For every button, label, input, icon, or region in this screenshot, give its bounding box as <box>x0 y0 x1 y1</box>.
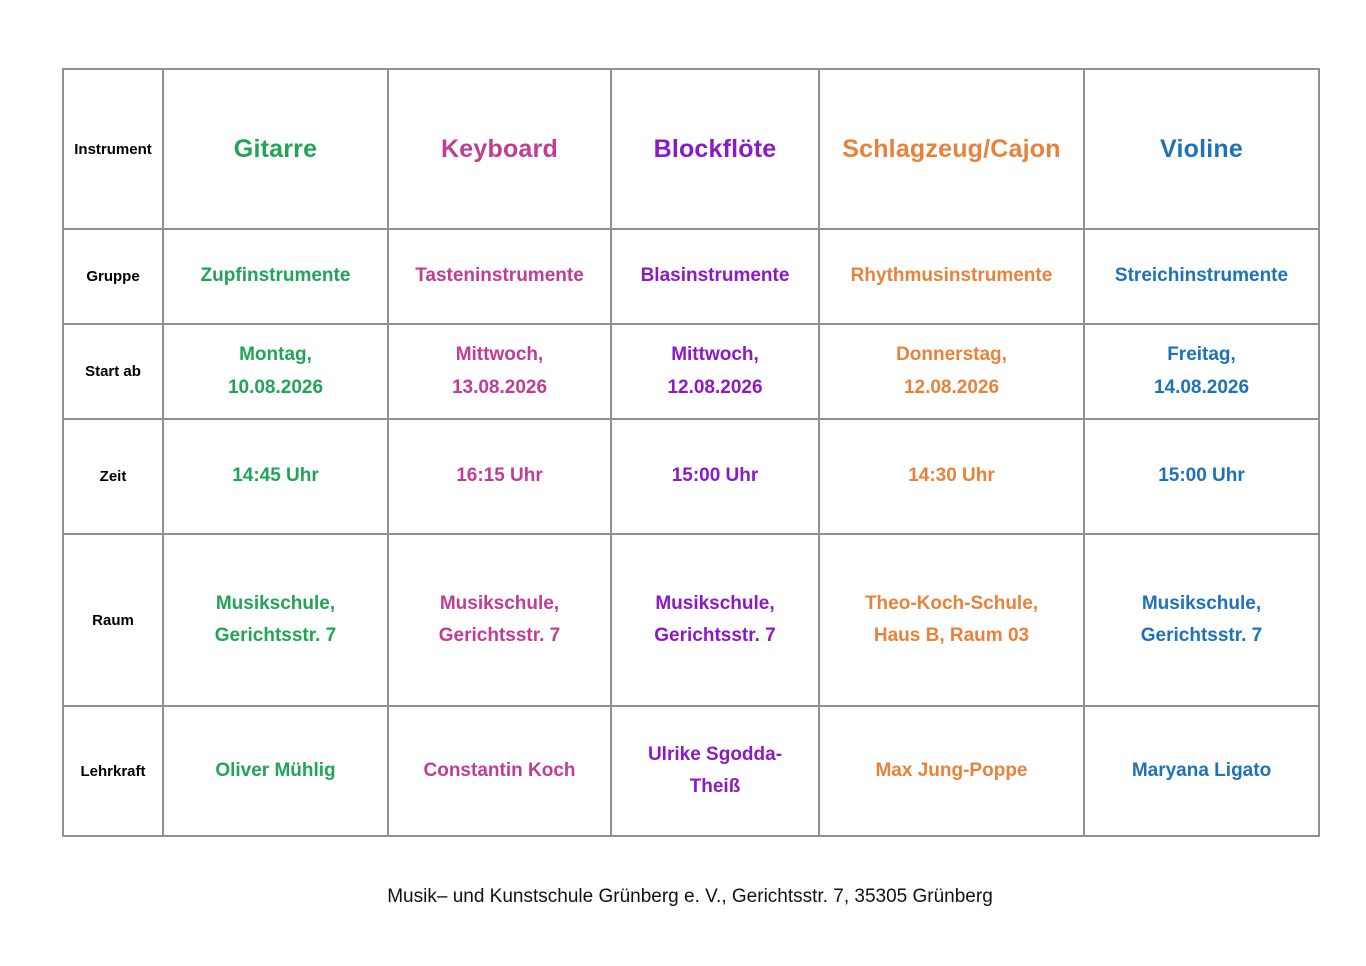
cell-schlagzeug-lehrkraft: Max Jung-Poppe <box>818 705 1085 837</box>
row-zeit: Zeit 14:45 Uhr 16:15 Uhr 15:00 Uhr 14:30… <box>62 418 1320 535</box>
row-instrument: Instrument Gitarre Keyboard Blockflöte S… <box>62 68 1320 230</box>
cell-blockfloete-gruppe: Blasinstrumente <box>610 228 820 325</box>
row-raum: Raum Musikschule, Gerichtsstr. 7 Musiksc… <box>62 533 1320 707</box>
cell-gitarre-gruppe: Zupfinstrumente <box>162 228 389 325</box>
cell-schlagzeug-start: Donnerstag, 12.08.2026 <box>818 323 1085 420</box>
cell-violine-start: Freitag, 14.08.2026 <box>1083 323 1320 420</box>
cell-violine-zeit: 15:00 Uhr <box>1083 418 1320 535</box>
cell-schlagzeug-gruppe: Rhythmusinstrumente <box>818 228 1085 325</box>
row-label-start-ab: Start ab <box>62 323 164 420</box>
cell-keyboard-lehrkraft: Constantin Koch <box>387 705 612 837</box>
cell-keyboard-instrument: Keyboard <box>387 68 612 230</box>
row-label-instrument: Instrument <box>62 68 164 230</box>
cell-blockfloete-lehrkraft: Ulrike Sgodda- Theiß <box>610 705 820 837</box>
cell-violine-gruppe: Streichinstrumente <box>1083 228 1320 325</box>
cell-violine-lehrkraft: Maryana Ligato <box>1083 705 1320 837</box>
cell-gitarre-zeit: 14:45 Uhr <box>162 418 389 535</box>
cell-schlagzeug-raum: Theo-Koch-Schule, Haus B, Raum 03 <box>818 533 1085 707</box>
cell-blockfloete-instrument: Blockflöte <box>610 68 820 230</box>
cell-keyboard-raum: Musikschule, Gerichtsstr. 7 <box>387 533 612 707</box>
cell-gitarre-raum: Musikschule, Gerichtsstr. 7 <box>162 533 389 707</box>
row-label-gruppe: Gruppe <box>62 228 164 325</box>
cell-gitarre-lehrkraft: Oliver Mühlig <box>162 705 389 837</box>
row-label-raum: Raum <box>62 533 164 707</box>
footer-address: Musik– und Kunstschule Grünberg e. V., G… <box>387 886 993 907</box>
cell-schlagzeug-instrument: Schlagzeug/Cajon <box>818 68 1085 230</box>
cell-violine-instrument: Violine <box>1083 68 1320 230</box>
cell-blockfloete-raum: Musikschule, Gerichtsstr. 7 <box>610 533 820 707</box>
cell-schlagzeug-zeit: 14:30 Uhr <box>818 418 1085 535</box>
row-gruppe: Gruppe Zupfinstrumente Tasteninstrumente… <box>62 228 1320 325</box>
cell-gitarre-instrument: Gitarre <box>162 68 389 230</box>
row-label-zeit: Zeit <box>62 418 164 535</box>
cell-blockfloete-start: Mittwoch, 12.08.2026 <box>610 323 820 420</box>
cell-keyboard-gruppe: Tasteninstrumente <box>387 228 612 325</box>
cell-keyboard-start: Mittwoch, 13.08.2026 <box>387 323 612 420</box>
cell-gitarre-start: Montag, 10.08.2026 <box>162 323 389 420</box>
cell-violine-raum: Musikschule, Gerichtsstr. 7 <box>1083 533 1320 707</box>
row-label-lehrkraft: Lehrkraft <box>62 705 164 837</box>
row-lehrkraft: Lehrkraft Oliver Mühlig Constantin Koch … <box>62 705 1320 837</box>
cell-keyboard-zeit: 16:15 Uhr <box>387 418 612 535</box>
cell-blockfloete-zeit: 15:00 Uhr <box>610 418 820 535</box>
schedule-table: Instrument Gitarre Keyboard Blockflöte S… <box>62 68 1320 837</box>
row-start-ab: Start ab Montag, 10.08.2026 Mittwoch, 13… <box>62 323 1320 420</box>
